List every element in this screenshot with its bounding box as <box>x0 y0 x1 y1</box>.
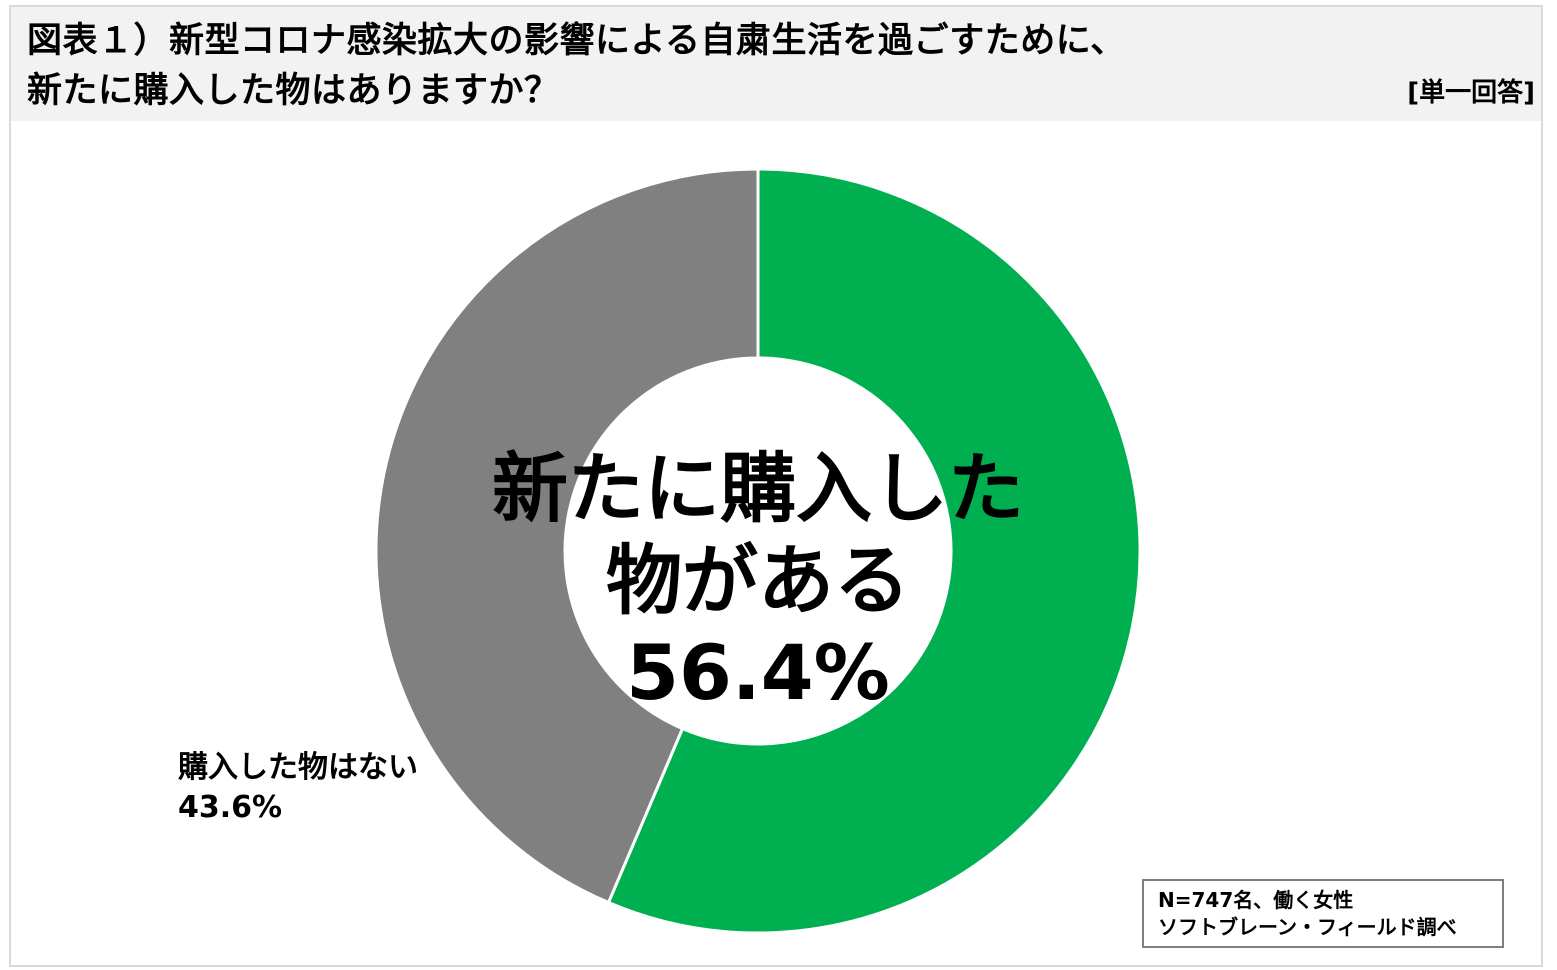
slice-purchased <box>606 167 1142 935</box>
center-label-line-1: 新たに購入した <box>492 444 1024 533</box>
sample-size-note: N=747名、働く女性 <box>1158 888 1354 912</box>
chart-title-line-1: 図表１）新型コロナ感染拡大の影響による自粛生活を過ごすために、 <box>27 21 1126 61</box>
slice-not-purchased <box>374 167 760 905</box>
chart-title-line-2: 新たに購入した物はありますか？ <box>27 71 560 111</box>
source-note: ソフトブレーン・フィールド調べ <box>1158 915 1457 939</box>
source-note-box: N=747名、働く女性 ソフトブレーン・フィールド調べ <box>1142 879 1504 948</box>
chart-header <box>11 7 1541 121</box>
answer-type-label: [単一回答] <box>1407 78 1535 108</box>
slice-value-no-purchase: 43.6% <box>178 790 283 825</box>
center-label-value: 56.4% <box>626 628 890 717</box>
center-label-line-2: 物がある <box>606 536 910 625</box>
slice-label-no-purchase: 購入した物はない <box>178 750 418 785</box>
